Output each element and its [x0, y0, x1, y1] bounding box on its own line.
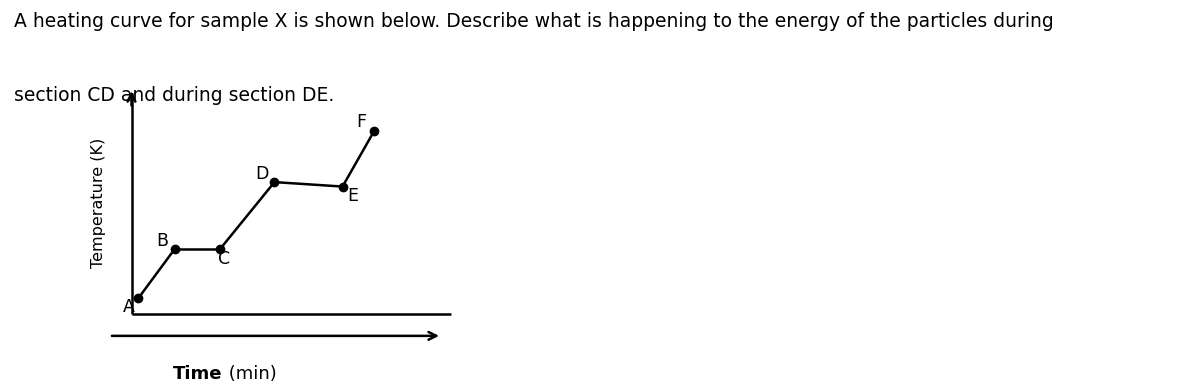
- Text: (min): (min): [223, 365, 277, 383]
- Text: section CD and during section DE.: section CD and during section DE.: [14, 86, 335, 105]
- Text: Time: Time: [173, 365, 222, 383]
- Text: D: D: [256, 165, 269, 183]
- Text: Temperature (K): Temperature (K): [91, 138, 107, 269]
- Text: B: B: [156, 232, 168, 250]
- Text: A: A: [122, 298, 134, 316]
- Text: C: C: [218, 250, 230, 268]
- Text: E: E: [347, 187, 358, 205]
- Text: A heating curve for sample X is shown below. Describe what is happening to the e: A heating curve for sample X is shown be…: [14, 12, 1054, 31]
- Text: F: F: [356, 113, 367, 131]
